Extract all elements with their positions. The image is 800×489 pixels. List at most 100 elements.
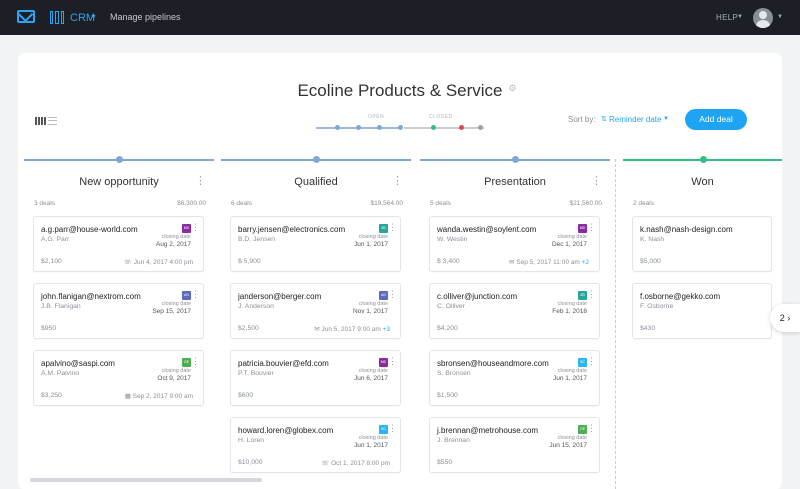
calendar-icon: ▦ bbox=[124, 393, 133, 400]
won-separator bbox=[615, 159, 616, 489]
next-activity[interactable]: ▦ Sep 2, 2017 9:00 am bbox=[125, 392, 193, 400]
deal-card[interactable]: howard.loren@globex.com H. Loren SC ⋮ closin… bbox=[230, 417, 401, 473]
closing-date-value: Dec 1, 2017 bbox=[551, 241, 587, 248]
deal-amount: $550 bbox=[437, 459, 453, 466]
deal-email[interactable]: c.olliver@junction.com bbox=[437, 292, 518, 301]
next-activity[interactable]: ✉ Sep 5, 2017 11:00 am +2 bbox=[509, 258, 589, 266]
more-icon[interactable]: ⋮ bbox=[587, 222, 596, 232]
owner-badge: GE bbox=[182, 358, 191, 367]
sort-label: Sort by: bbox=[568, 115, 596, 124]
sort-select[interactable]: Reminder date bbox=[609, 115, 662, 124]
deal-card[interactable]: k.nash@nash-design.com K. Nash $5,000 bbox=[632, 216, 772, 272]
avatar[interactable] bbox=[753, 8, 773, 28]
owner-badge: GE bbox=[578, 425, 587, 434]
chevron-down-icon[interactable]: ▼ bbox=[737, 14, 743, 20]
column-stage-dot bbox=[699, 156, 707, 163]
closing-date-value: Oct 9, 2017 bbox=[157, 375, 191, 382]
chevron-down-icon[interactable]: ▼ bbox=[777, 14, 783, 20]
owner-badge: AG bbox=[379, 291, 388, 300]
column-deal-count: 5 deals bbox=[430, 200, 451, 207]
more-icon[interactable]: ⋮ bbox=[587, 423, 596, 433]
closing-date-value: Aug 2, 2017 bbox=[155, 241, 191, 248]
deal-contact-name: A.G. Parr bbox=[41, 236, 70, 243]
crm-menu-label[interactable]: CRM bbox=[70, 12, 96, 24]
stage-dot-won bbox=[431, 125, 436, 130]
gear-icon[interactable]: ⚙ bbox=[508, 83, 517, 93]
next-activity[interactable]: ✉ Jun 5, 2017 9:00 am +3 bbox=[314, 325, 390, 333]
more-icon[interactable]: ⋮ bbox=[392, 175, 403, 187]
crm-board-icon[interactable] bbox=[50, 11, 64, 24]
more-icon[interactable]: ⋮ bbox=[388, 289, 397, 299]
deal-card[interactable]: sbronsen@houseandmore.com S. Bronsen SC ⋮ cl… bbox=[429, 350, 600, 406]
page-title: Ecoline Products & Service bbox=[297, 81, 503, 100]
chevron-down-icon[interactable]: ▼ bbox=[663, 116, 669, 122]
deal-email[interactable]: j.brennan@metrohouse.com bbox=[437, 426, 539, 435]
pipeline-panel: Ecoline Products & Service ⚙ OPEN CLOSED… bbox=[18, 53, 782, 489]
deal-card[interactable]: f.osborne@gekko.com F. Osborne $430 bbox=[632, 283, 772, 339]
deal-email[interactable]: janderson@berger.com bbox=[238, 292, 322, 301]
deal-card[interactable]: janderson@berger.com J. Anderson AG ⋮ closin… bbox=[230, 283, 401, 339]
closing-date-value: Jun 1, 2017 bbox=[354, 241, 388, 248]
next-activity[interactable]: ☏ Oct 1, 2017 8:00 pm bbox=[321, 459, 390, 467]
stage-progress-bar: OPEN CLOSED bbox=[316, 111, 486, 135]
deal-contact-name: S. Bronsen bbox=[437, 370, 471, 377]
deal-card[interactable]: barry.jensen@electronics.com B.D. Jensen Z… bbox=[230, 216, 401, 272]
deal-email[interactable]: wanda.westin@soylent.com bbox=[437, 225, 537, 234]
more-icon[interactable]: ⋮ bbox=[195, 175, 206, 187]
more-icon[interactable]: ⋮ bbox=[191, 222, 200, 232]
help-menu[interactable]: HELP bbox=[716, 13, 739, 22]
deal-email[interactable]: john.flanigan@nextrom.com bbox=[41, 292, 141, 301]
deal-email[interactable]: patricia.bouvier@efd.com bbox=[238, 359, 329, 368]
envelope-logo-icon[interactable] bbox=[17, 10, 35, 23]
more-icon[interactable]: ⋮ bbox=[388, 356, 397, 366]
more-icon[interactable]: ⋮ bbox=[388, 222, 397, 232]
column-deal-count: 6 deals bbox=[231, 200, 252, 207]
more-icon[interactable]: ⋮ bbox=[587, 356, 596, 366]
pipeline-column: Presentation ⋮ 5 deals $21,560.00 wanda.west… bbox=[420, 156, 610, 489]
more-icon[interactable]: ⋮ bbox=[591, 175, 602, 187]
more-activities-count[interactable]: +2 bbox=[581, 259, 589, 266]
stage-dot-lost bbox=[459, 125, 464, 130]
deal-card[interactable]: patricia.bouvier@efd.com P.T. Bouvier MD ⋮ c… bbox=[230, 350, 401, 406]
stage-closed-label: CLOSED bbox=[429, 114, 453, 120]
deal-email[interactable]: apalvino@saspi.com bbox=[41, 359, 115, 368]
deal-card[interactable]: j.brennan@metrohouse.com J. Brennan GE ⋮ clo… bbox=[429, 417, 600, 473]
chevron-down-icon[interactable]: ▼ bbox=[90, 14, 97, 21]
deal-email[interactable]: howard.loren@globex.com bbox=[238, 426, 334, 435]
more-activities-count[interactable]: +3 bbox=[382, 326, 390, 333]
closing-date-label: closing date bbox=[358, 368, 388, 374]
list-view-icon[interactable] bbox=[48, 117, 57, 125]
activity-datetime: Jun 4, 2017 4:00 pm bbox=[133, 259, 193, 266]
horizontal-scrollbar[interactable] bbox=[30, 478, 262, 482]
more-icon[interactable]: ⋮ bbox=[191, 356, 200, 366]
deal-email[interactable]: barry.jensen@electronics.com bbox=[238, 225, 346, 234]
board-view-icon[interactable] bbox=[35, 117, 46, 125]
deal-card[interactable]: wanda.westin@soylent.com W. Westin MD ⋮ clos… bbox=[429, 216, 600, 272]
owner-badge: MD bbox=[578, 224, 587, 233]
deal-card[interactable]: a.g.parr@house-world.com A.G. Parr MD ⋮ clos… bbox=[33, 216, 204, 272]
manage-pipelines-link[interactable]: Manage pipelines bbox=[110, 12, 181, 22]
deal-email[interactable]: f.osborne@gekko.com bbox=[640, 292, 721, 301]
activity-datetime: Jun 5, 2017 9:00 am bbox=[321, 326, 381, 333]
sort-icon[interactable]: ⇅ bbox=[601, 116, 607, 123]
deal-email[interactable]: k.nash@nash-design.com bbox=[640, 225, 733, 234]
closing-date-value: Jun 1, 2017 bbox=[553, 375, 587, 382]
more-icon[interactable]: ⋮ bbox=[388, 423, 397, 433]
deal-amount: $4,200 bbox=[437, 325, 458, 332]
deal-email[interactable]: a.g.parr@house-world.com bbox=[41, 225, 138, 234]
more-icon[interactable]: ⋮ bbox=[191, 289, 200, 299]
column-total: $21,560.00 bbox=[569, 200, 602, 207]
more-icon[interactable]: ⋮ bbox=[587, 289, 596, 299]
add-deal-button[interactable]: Add deal bbox=[685, 109, 747, 130]
deal-email[interactable]: sbronsen@houseandmore.com bbox=[437, 359, 549, 368]
column-stage-dot bbox=[512, 156, 519, 163]
stage-dot bbox=[377, 125, 382, 130]
deal-card[interactable]: apalvino@saspi.com A.M. Palvino GE ⋮ closing… bbox=[33, 350, 204, 406]
deal-amount: $950 bbox=[41, 325, 57, 332]
deal-card[interactable]: john.flanigan@nextrom.com J.B. Flanigan AG… bbox=[33, 283, 204, 339]
next-activity[interactable]: ☏ Jun 4, 2017 4:00 pm bbox=[124, 258, 193, 266]
deal-card[interactable]: c.olliver@junction.com C. Olliver ZB ⋮ closi… bbox=[429, 283, 600, 339]
deal-contact-name: W. Westin bbox=[437, 236, 468, 243]
next-page-button[interactable]: 2 › bbox=[770, 304, 800, 332]
deal-contact-name: J.B. Flanigan bbox=[41, 303, 81, 310]
